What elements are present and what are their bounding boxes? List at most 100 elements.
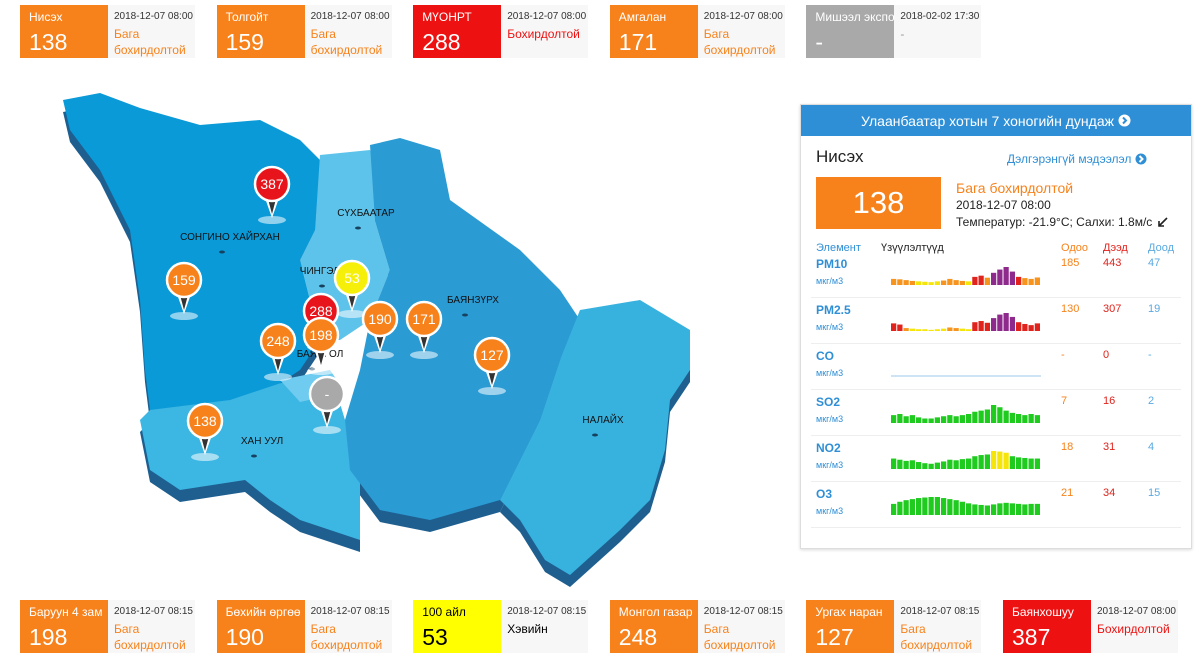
- station-card[interactable]: Нисэх 138 2018-12-07 08:00 Бага бохирдолтой: [20, 5, 195, 58]
- station-card[interactable]: Баруун 4 зам 198 2018-12-07 08:15 Бага бохи…: [20, 600, 195, 653]
- spark-bar: [909, 280, 915, 285]
- district-dot: [592, 433, 598, 437]
- station-card[interactable]: Бөхийн өргөө 190 2018-12-07 08:15 Бага бохи…: [216, 600, 392, 653]
- element-unit: мкг/м3: [816, 414, 844, 424]
- spark-bar: [928, 497, 934, 515]
- map-marker[interactable]: 127: [473, 336, 511, 395]
- map-marker[interactable]: 248: [259, 322, 297, 381]
- station-card[interactable]: Баянхошуу 387 2018-12-07 08:00 Бохирдолтой: [1003, 600, 1178, 653]
- spark-bar: [934, 462, 940, 469]
- spark-bar: [978, 504, 984, 515]
- sparkline: [891, 405, 1040, 423]
- station-value: 138: [29, 29, 68, 55]
- map-marker[interactable]: 138: [186, 402, 224, 461]
- map-marker[interactable]: 53: [333, 259, 371, 318]
- element-name: NO2: [816, 441, 841, 455]
- panel-header[interactable]: Улаанбаатар хотын 7 хоногийн дундаж: [801, 105, 1191, 136]
- spark-bar: [953, 328, 959, 331]
- element-unit: мкг/м3: [816, 322, 844, 332]
- spark-bar: [934, 281, 940, 285]
- station-card[interactable]: МҮОНРТ 288 2018-12-07 08:00 Бохирдолтой: [413, 5, 589, 58]
- map-marker[interactable]: 198: [302, 316, 340, 375]
- district-dot: [251, 454, 257, 458]
- station-value: 171: [618, 29, 658, 55]
- spark-bar: [941, 328, 947, 331]
- spark-bar: [966, 281, 972, 285]
- column-header: Элемент: [816, 242, 861, 254]
- spark-bar: [1028, 503, 1034, 515]
- details-link[interactable]: Дэлгэрэнгүй мэдээлэл: [1007, 152, 1132, 166]
- map-marker[interactable]: 159: [165, 261, 203, 320]
- district-label: БАЯНЗҮРХ: [447, 295, 499, 306]
- spark-bar: [916, 281, 922, 285]
- map-marker[interactable]: 171: [405, 300, 443, 359]
- spark-bar: [909, 460, 915, 469]
- station-value: 159: [225, 29, 264, 55]
- station-card[interactable]: Ургах наран 127 2018-12-07 08:15 Бага бохир…: [806, 600, 982, 653]
- spark-bar: [1003, 502, 1009, 515]
- marker-shadow: [478, 387, 506, 395]
- element-now: 7: [1061, 395, 1068, 407]
- spark-bar: [1009, 412, 1015, 423]
- spark-bar: [1022, 504, 1028, 515]
- spark-bar: [1022, 278, 1028, 285]
- map-marker[interactable]: 190: [361, 300, 399, 359]
- element-high: 0: [1103, 349, 1110, 361]
- details-link-wrap[interactable]: Дэлгэрэнгүй мэдээлэл: [1007, 152, 1147, 166]
- spark-bar: [1016, 414, 1022, 423]
- station-card[interactable]: Толгойт 159 2018-12-07 08:00 Бага бохирдолт…: [216, 5, 392, 58]
- spark-bar: [1034, 458, 1040, 469]
- spark-bar: [891, 278, 897, 285]
- station-card[interactable]: 100 айл 53 2018-12-07 08:15 Хэвийн: [413, 600, 589, 653]
- spark-bar: [891, 323, 897, 331]
- row-divider: [811, 481, 1181, 482]
- district-nalaikh: [500, 300, 690, 575]
- element-unit: мкг/м3: [816, 276, 844, 286]
- marker-shadow: [313, 426, 341, 434]
- spark-bar: [959, 280, 965, 285]
- map-marker[interactable]: 387: [253, 165, 291, 224]
- station-card[interactable]: Амгалан 171 2018-12-07 08:00 Бага бохирдолт…: [609, 5, 785, 58]
- station-status: Бага бохирдолтой: [900, 622, 973, 652]
- row-divider: [811, 297, 1181, 298]
- spark-bar: [991, 405, 997, 423]
- spark-bar: [897, 459, 903, 469]
- spark-bar: [947, 415, 953, 423]
- marker-circle: [253, 165, 291, 203]
- row-divider: [811, 343, 1181, 344]
- station-card[interactable]: Мишээл экспо -2018-02-02 17:30-: [806, 5, 982, 58]
- spark-bar: [1016, 322, 1022, 331]
- element-high: 31: [1103, 441, 1116, 453]
- spark-bar: [941, 280, 947, 285]
- marker-circle: [405, 300, 443, 338]
- spark-bar: [966, 329, 972, 331]
- district-dot: [319, 284, 325, 288]
- station-time: 2018-12-07 08:15: [900, 606, 980, 617]
- card-color-box: Амгалан 171: [609, 5, 698, 58]
- map-marker[interactable]: -: [308, 375, 346, 434]
- spark-bar: [897, 279, 903, 285]
- sparkline: [891, 375, 1041, 377]
- marker-pin-inner: [201, 436, 209, 451]
- spark-bar: [934, 497, 940, 515]
- panel-title[interactable]: Улаанбаатар хотын 7 хоногийн дундаж: [861, 112, 1114, 129]
- spark-bar: [1034, 323, 1040, 331]
- marker-value: 190: [368, 311, 392, 327]
- district-dot: [219, 250, 225, 254]
- spark-bar: [953, 280, 959, 285]
- card-color-box: 100 айл 53: [413, 600, 502, 653]
- station-value: 190: [225, 624, 264, 650]
- district-dot: [462, 313, 468, 317]
- marker-pin-inner: [323, 409, 331, 424]
- aqi-box: 138: [816, 177, 941, 229]
- spark-bar: [1009, 271, 1015, 285]
- station-card[interactable]: Монгол газар 248 2018-12-07 08:15 Бага бохи…: [609, 600, 785, 653]
- spark-bar: [947, 278, 953, 285]
- spark-bar: [1028, 458, 1034, 469]
- weather: Температур: -21.9°C; Салхи: 1.8м/с: [956, 215, 1153, 229]
- station-name: Амгалан: [618, 10, 667, 24]
- marker-shadow: [264, 373, 292, 381]
- element-now: 21: [1061, 487, 1074, 499]
- spark-bar: [1009, 503, 1015, 515]
